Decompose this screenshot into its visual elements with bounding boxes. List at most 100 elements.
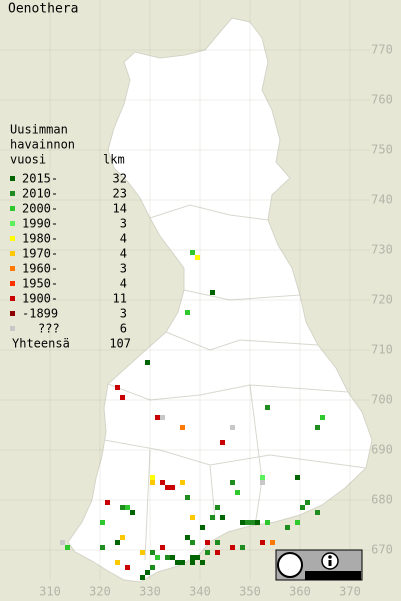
observation bbox=[140, 575, 145, 580]
x-tick-label: 360 bbox=[289, 585, 311, 599]
observation bbox=[105, 500, 110, 505]
legend-heading: vuosi bbox=[10, 153, 46, 167]
legend-heading: Uusimman bbox=[10, 123, 68, 137]
y-tick-label: 760 bbox=[371, 93, 393, 107]
observation bbox=[220, 515, 225, 520]
legend-label: 1970- bbox=[22, 247, 58, 261]
observation bbox=[190, 515, 195, 520]
observation bbox=[165, 555, 170, 560]
observation bbox=[100, 545, 105, 550]
x-tick-label: 310 bbox=[39, 585, 61, 599]
y-tick-label: 710 bbox=[371, 343, 393, 357]
observation bbox=[205, 550, 210, 555]
y-tick-label: 720 bbox=[371, 293, 393, 307]
observation bbox=[255, 520, 260, 525]
observation bbox=[260, 480, 265, 485]
observation bbox=[115, 540, 120, 545]
legend-count: 3 bbox=[120, 307, 127, 321]
legend-count: 32 bbox=[113, 172, 127, 186]
legend-swatch bbox=[10, 311, 15, 316]
legend-label: -1899 bbox=[22, 307, 58, 321]
finland-outline bbox=[67, 17, 373, 583]
observation bbox=[300, 505, 305, 510]
region-border bbox=[144, 449, 151, 561]
legend-swatch bbox=[10, 206, 15, 211]
legend-count: 23 bbox=[113, 187, 127, 201]
title: Oenothera bbox=[8, 2, 78, 17]
observation bbox=[190, 560, 195, 565]
observation bbox=[295, 520, 300, 525]
observation bbox=[60, 540, 65, 545]
cc-icon bbox=[277, 552, 303, 578]
y-tick-label: 740 bbox=[371, 193, 393, 207]
observation bbox=[150, 475, 155, 480]
legend-total: 107 bbox=[109, 337, 131, 351]
observation bbox=[185, 535, 190, 540]
legend-count: 4 bbox=[120, 247, 127, 261]
y-tick-label: 770 bbox=[371, 43, 393, 57]
region-border bbox=[209, 464, 216, 521]
cc-badge bbox=[275, 549, 363, 581]
observation bbox=[315, 425, 320, 430]
legend-label: 1950- bbox=[22, 277, 58, 291]
observation bbox=[320, 415, 325, 420]
legend-swatch bbox=[10, 176, 15, 181]
observation bbox=[215, 540, 220, 545]
observation bbox=[250, 520, 255, 525]
observation bbox=[145, 360, 150, 365]
x-tick-label: 350 bbox=[239, 585, 261, 599]
observation bbox=[160, 415, 165, 420]
region-border bbox=[183, 289, 301, 301]
legend-label: 1900- bbox=[22, 292, 58, 306]
observation bbox=[190, 540, 195, 545]
observation bbox=[230, 425, 235, 430]
observation bbox=[240, 545, 245, 550]
y-tick-label: 690 bbox=[371, 443, 393, 457]
legend-count: 14 bbox=[113, 202, 127, 216]
legend-label: ??? bbox=[38, 322, 60, 336]
legend-label: 1980- bbox=[22, 232, 58, 246]
observation bbox=[65, 545, 70, 550]
observation bbox=[145, 570, 150, 575]
observation bbox=[120, 505, 125, 510]
observation bbox=[175, 560, 180, 565]
observation bbox=[150, 550, 155, 555]
observation bbox=[120, 535, 125, 540]
observation bbox=[190, 250, 195, 255]
observation bbox=[165, 485, 170, 490]
observation bbox=[215, 550, 220, 555]
legend-swatch bbox=[10, 281, 15, 286]
observation bbox=[180, 425, 185, 430]
observation bbox=[210, 290, 215, 295]
legend-count: 6 bbox=[120, 322, 127, 336]
observation bbox=[115, 385, 120, 390]
observation bbox=[270, 540, 275, 545]
legend-label: 1990- bbox=[22, 217, 58, 231]
legend-count: 3 bbox=[120, 262, 127, 276]
observation bbox=[265, 405, 270, 410]
observation bbox=[235, 490, 240, 495]
legend-label: 2010- bbox=[22, 187, 58, 201]
observation bbox=[170, 485, 175, 490]
legend-count: 3 bbox=[120, 217, 127, 231]
legend-swatch bbox=[10, 191, 15, 196]
observation bbox=[285, 525, 290, 530]
observation bbox=[205, 540, 210, 545]
observation bbox=[185, 310, 190, 315]
legend-total-label: Yhteensä bbox=[12, 337, 70, 351]
observation bbox=[180, 560, 185, 565]
observation bbox=[265, 520, 270, 525]
legend-count-heading: lkm bbox=[103, 153, 125, 167]
by-head bbox=[328, 555, 332, 559]
observation bbox=[180, 480, 185, 485]
observation bbox=[150, 565, 155, 570]
legend-swatch bbox=[10, 266, 15, 271]
legend-heading: havainnon bbox=[10, 138, 75, 152]
y-tick-label: 750 bbox=[371, 143, 393, 157]
x-tick-label: 320 bbox=[89, 585, 111, 599]
x-tick-label: 340 bbox=[189, 585, 211, 599]
observation bbox=[200, 560, 205, 565]
